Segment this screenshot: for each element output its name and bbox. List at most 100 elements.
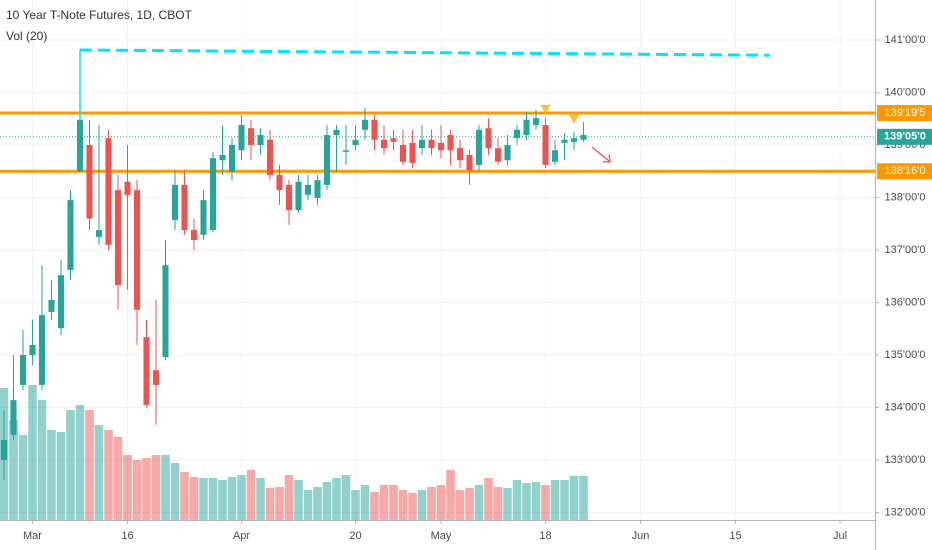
x-tick-label: Apr bbox=[233, 530, 250, 542]
volume-bar bbox=[170, 463, 180, 520]
candle-body bbox=[57, 275, 65, 329]
volume-bar bbox=[75, 405, 85, 520]
volume-bar bbox=[237, 475, 246, 520]
volume bbox=[0, 385, 588, 520]
volume-bar bbox=[436, 485, 446, 520]
trend-line bbox=[79, 48, 770, 57]
candle-body bbox=[38, 315, 46, 385]
candle-body bbox=[114, 190, 122, 286]
candle-body bbox=[295, 181, 302, 211]
volume-bar bbox=[455, 490, 465, 520]
candle-body bbox=[409, 142, 416, 163]
candle-body bbox=[304, 184, 312, 195]
volume-bar bbox=[560, 480, 569, 520]
candle-body bbox=[390, 138, 397, 142]
candle-body bbox=[551, 150, 559, 162]
candle-body bbox=[466, 154, 473, 171]
candle-body bbox=[532, 118, 540, 126]
candle-body bbox=[105, 138, 112, 245]
y-tick-label: 133'00'0 bbox=[885, 454, 926, 466]
x-tick-label: 16 bbox=[121, 530, 133, 542]
candle-body bbox=[561, 139, 568, 143]
x-tick-label: Jun bbox=[632, 530, 650, 542]
volume-bar bbox=[94, 425, 104, 520]
candle-body bbox=[542, 125, 549, 165]
volume-bar bbox=[484, 478, 493, 520]
candle-body bbox=[133, 190, 141, 310]
volume-bar bbox=[180, 472, 189, 520]
volume-bar bbox=[341, 475, 351, 520]
volume-bar bbox=[446, 470, 455, 520]
annotations bbox=[79, 48, 770, 163]
volume-bar bbox=[275, 487, 284, 520]
volume-bar bbox=[370, 492, 379, 520]
y-tick-label: 138'00'0 bbox=[885, 191, 926, 203]
volume-bar bbox=[417, 490, 427, 520]
marker-triangle bbox=[540, 104, 551, 114]
x-tick-label: 20 bbox=[349, 530, 361, 542]
volume-bar bbox=[85, 410, 94, 520]
candle-body bbox=[29, 345, 36, 355]
volume-bar bbox=[531, 482, 541, 520]
candle-body bbox=[485, 128, 492, 149]
volume-bar bbox=[522, 483, 531, 520]
volume-bar bbox=[227, 477, 237, 520]
volume-bar bbox=[123, 455, 132, 520]
volume-bar bbox=[284, 475, 294, 520]
volume-bar bbox=[265, 488, 275, 520]
candle-body bbox=[352, 139, 359, 146]
volume-bar bbox=[142, 458, 151, 520]
last-price-box bbox=[877, 128, 932, 145]
candle-body bbox=[323, 135, 331, 185]
volume-bar bbox=[360, 485, 370, 520]
volume-bar bbox=[294, 480, 303, 520]
x-tick-label: Mar bbox=[23, 530, 42, 542]
arrow bbox=[591, 146, 611, 163]
x-tick-label: 18 bbox=[539, 530, 551, 542]
candle-body bbox=[10, 400, 17, 435]
candle-body bbox=[380, 139, 388, 149]
x-tick-label: Jul bbox=[833, 530, 847, 542]
y-tick-label: 136'00'0 bbox=[885, 296, 926, 308]
candle-body bbox=[523, 119, 530, 136]
volume-bar bbox=[218, 480, 227, 520]
candle-body bbox=[257, 135, 264, 146]
y-tick-label: 135'00'0 bbox=[885, 349, 926, 361]
candle-body bbox=[266, 139, 274, 175]
candle-body bbox=[152, 370, 160, 385]
volume-bar bbox=[465, 488, 474, 520]
volume-bar bbox=[47, 430, 56, 520]
volume-bar bbox=[208, 478, 218, 520]
volume-bar bbox=[408, 493, 417, 520]
candle-body bbox=[580, 135, 587, 140]
candle-body bbox=[228, 145, 236, 172]
volume-bar bbox=[37, 400, 47, 520]
volume-bar bbox=[18, 435, 28, 520]
volume-bar bbox=[313, 487, 322, 520]
volume-bar bbox=[303, 490, 313, 520]
y-tick-label: 134'00'0 bbox=[885, 401, 926, 413]
axes: 141'00'0140'00'0139'00'0138'00'0137'00'0… bbox=[23, 34, 932, 542]
candle-body bbox=[418, 139, 426, 149]
candle-body bbox=[504, 145, 511, 161]
volume-bar bbox=[351, 490, 360, 520]
volume-bar bbox=[550, 480, 560, 520]
candle-body bbox=[333, 129, 340, 136]
last-price-label: 139'05'0 bbox=[884, 131, 926, 143]
candle-body bbox=[238, 125, 245, 151]
volume-bar bbox=[398, 490, 408, 520]
candle-body bbox=[48, 299, 55, 312]
volume-bar bbox=[161, 455, 170, 520]
volume-bar bbox=[256, 478, 265, 520]
volume-bar bbox=[9, 420, 18, 520]
candle-body bbox=[428, 139, 435, 149]
candle-body bbox=[437, 142, 445, 151]
volume-bar bbox=[104, 430, 113, 520]
volume-bar bbox=[493, 487, 503, 520]
candle-body bbox=[200, 200, 207, 235]
volume-bar bbox=[579, 476, 588, 520]
volume-bar bbox=[379, 485, 389, 520]
candle-body bbox=[570, 138, 578, 142]
y-tick-label: 140'00'0 bbox=[885, 86, 926, 98]
volume-bar bbox=[474, 485, 484, 520]
